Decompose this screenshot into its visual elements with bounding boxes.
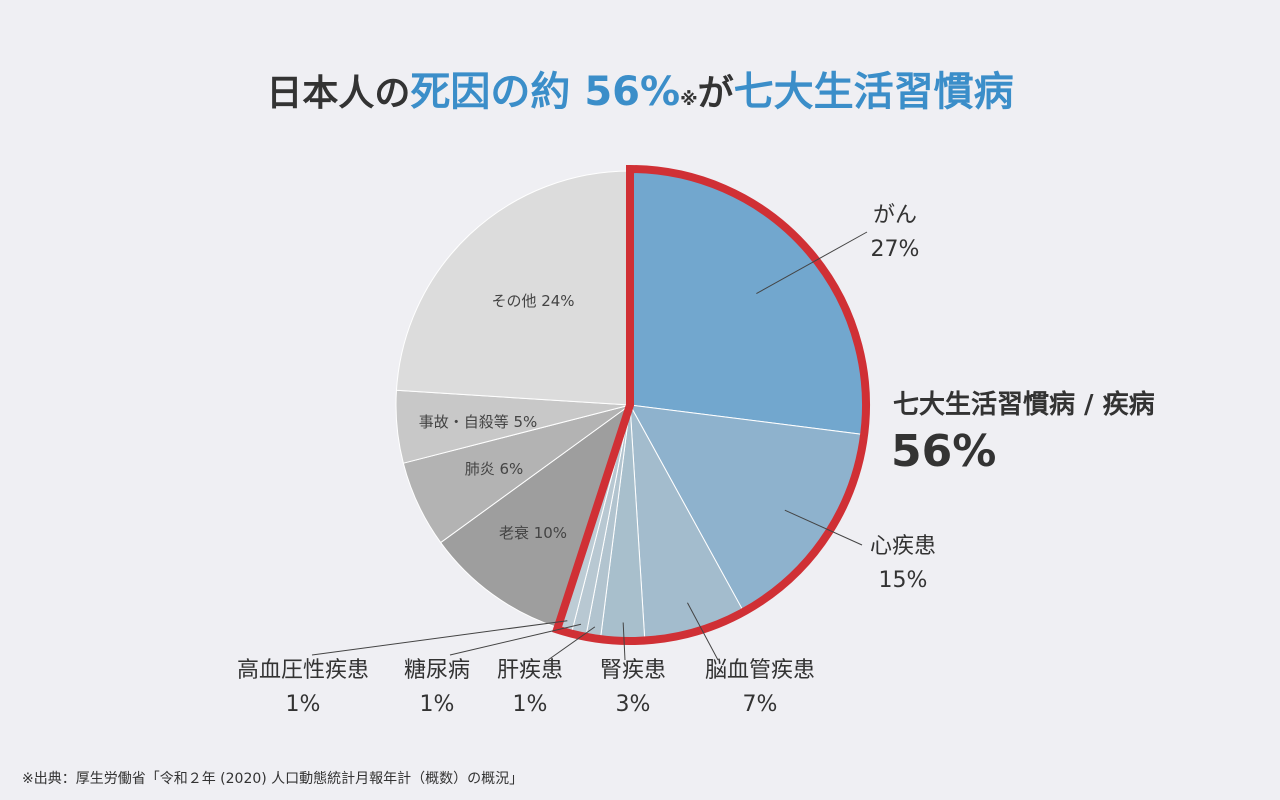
slice-value-7: 1% <box>286 692 321 717</box>
leader-line-5 <box>547 626 596 661</box>
slice-name-2: 心疾患 <box>870 534 936 559</box>
slice-name-4: 腎疾患 <box>600 658 666 683</box>
slice-value-6: 1% <box>420 692 455 717</box>
slice-value-4: 3% <box>616 692 651 717</box>
slice-labels: がん 27% 心疾患 15% 脳血管疾患 7% 腎疾患 3% 肝疾患 1% 糖尿病 1% 高血圧性疾患 1… <box>237 203 936 717</box>
slice-name-6: 糖尿病 <box>404 658 470 683</box>
leader-line-3 <box>687 602 719 661</box>
slice-label-10: 事故・自殺等 5% <box>419 413 538 431</box>
slice-name-1: がん <box>873 203 917 228</box>
leader-line-7 <box>311 620 568 656</box>
slice-name-7: 高血圧性疾患 <box>237 658 369 683</box>
slice-value-1: 27% <box>871 237 920 262</box>
slice-1 <box>629 170 865 435</box>
leader-line-2 <box>784 509 863 546</box>
leader-line-1 <box>756 231 868 295</box>
leader-lines <box>311 231 868 661</box>
slice-value-2: 15% <box>879 568 928 593</box>
source-note: ※出典：厚生労働省「令和２年 (2020) 人口動態統計月報年計（概数）の概況」 <box>22 771 524 787</box>
pie-slices <box>395 170 865 640</box>
title-part-1: 日本人の <box>266 73 411 114</box>
highlight-value: 56% <box>891 426 996 477</box>
title-part-3: が <box>697 73 734 114</box>
highlight-label: 七大生活習慣病 / 疾病 <box>893 389 1155 420</box>
slice-name-3: 脳血管疾患 <box>705 658 815 683</box>
title-note-mark: ※ <box>680 89 698 110</box>
slice-value-5: 1% <box>513 692 548 717</box>
slice-label-8: 老衰 10% <box>499 524 567 542</box>
leader-line-6 <box>449 623 582 656</box>
chart-title: 日本人の死因の約 56%※が七大生活習慣病 <box>0 72 1280 112</box>
slice-8 <box>439 403 631 629</box>
slice-label-11: その他 24% <box>491 292 574 310</box>
title-part-4: 七大生活習慣病 <box>733 69 1014 115</box>
leader-line-4 <box>622 622 626 661</box>
lifestyle-disease-outline <box>552 164 870 645</box>
slice-11 <box>395 170 631 406</box>
slice-label-9: 肺炎 6% <box>465 460 524 478</box>
slice-value-3: 7% <box>743 692 778 717</box>
title-part-2: 死因の約 56% <box>410 69 681 115</box>
slice-name-5: 肝疾患 <box>497 658 563 683</box>
